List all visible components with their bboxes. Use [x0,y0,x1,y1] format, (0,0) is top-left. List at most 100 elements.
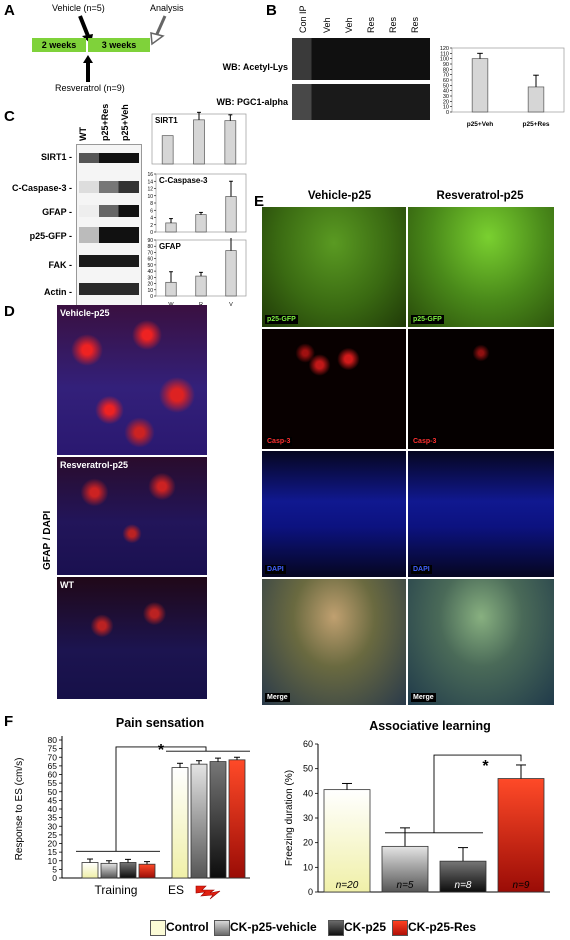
band-fak [79,255,139,267]
band-actin [79,283,139,295]
y-tick-label: 65 [48,761,58,771]
gfap-dapi-label: GFAP / DAPI [42,510,53,570]
y-tick-label: 100 [440,57,449,63]
y-tick-label: 70 [147,250,153,256]
panel-e: Vehicle-p25 Resveratrol-p25 p25-GFP p25-… [262,190,570,705]
legend-label: CK-p25-vehicle [230,920,317,934]
micro-grid-e: p25-GFP p25-GFP Casp-3 Casp-3 DAPI DAPI … [262,207,554,705]
y-tick-label: 8 [150,201,153,207]
y-tick-label: 14 [147,179,153,185]
y-tick-label: 4 [150,216,153,222]
row-label-c: GFAP - [42,207,72,217]
y-tick-label: 70 [48,752,58,762]
y-tick-label: 90 [443,62,449,68]
panel-d: GFAP / DAPI Vehicle-p25 Resveratrol-p25 … [0,305,250,700]
micro-d-vehicle: Vehicle-p25 [57,305,207,455]
x-tick-label: ES [168,883,184,897]
lane-label-c: p25+Veh [120,104,130,141]
y-tick-label: 0 [150,230,153,236]
significance-star: * [482,758,489,775]
chart-c-sirt1: SIRT1 [151,111,247,165]
bar [497,778,545,893]
panel-b: Con IP Veh Veh Res Res Res WB: Acetyl-Ly… [216,0,570,128]
blot-acetyl-lys [292,38,430,80]
micro-label-e: Casp-3 [411,437,439,446]
y-axis-label: Response to ES (cm/s) [14,758,25,861]
y-tick-label: 10 [147,288,153,294]
bar [195,275,207,297]
y-tick-label: 30 [443,94,449,100]
panel-label-e: E [254,193,265,210]
lane-label-b: Res [410,16,420,33]
legend-swatch [150,920,166,936]
col-label-e: Vehicle-p25 [307,190,372,202]
x-tick-label: V [229,302,233,308]
y-tick-label: 80 [443,67,449,73]
band-gfap [79,205,139,217]
y-tick-label: 40 [443,89,449,95]
y-tick-label: 75 [48,744,58,754]
analysis-label: Analysis [150,3,184,13]
bar [119,862,137,879]
y-tick-label: 6 [150,208,153,214]
plot-frame [451,47,565,113]
y-tick-label: 60 [303,739,313,749]
y-tick-label: 60 [48,770,58,780]
y-tick-label: 10 [147,194,153,200]
chart-f-pain: Pain sensation 05101520253035404550556065… [14,716,250,900]
panel-label-c: C [4,108,15,125]
x-tick-label: Training [95,883,138,897]
micro-e-merge-res: Merge [408,579,554,705]
micro-d-resveratrol: Resveratrol-p25 [57,457,207,575]
y-tick-label: 20 [443,99,449,105]
legend: Control CK-p25-vehicle CK-p25 CK-p25-Res [150,918,570,936]
legend-label: CK-p25 [344,920,387,934]
y-tick-label: 10 [443,105,449,111]
band-p25gfp [79,227,139,243]
y-tick-label: 40 [303,788,313,798]
micro-label-e: p25-GFP [265,315,298,324]
bar [439,860,487,893]
n-label: n=8 [455,880,472,891]
bar [171,767,189,879]
y-tick-label: 50 [443,83,449,89]
bar [225,250,237,297]
micro-e-gfp-res: p25-GFP [408,207,554,327]
bar [100,862,118,879]
y-axis-label: Freezing duration (%) [284,770,295,866]
panel-label-d: D [4,303,15,320]
wb-acetyl-label: WB: Acetyl-Lys [222,62,288,72]
y-tick-label: 40 [147,269,153,275]
blot-pgc1-alpha [292,84,430,120]
panel-c: WT p25+Res p25+Veh SIRT1 - C-Caspase-3 -… [0,104,250,308]
y-tick-label: 40 [48,804,58,814]
panel-a-timeline: Vehicle (n=5) Analysis 2 weeks 3 weeks R… [0,0,250,100]
y-tick-label: 110 [440,51,449,57]
significance-bracket [115,746,207,852]
y-tick-label: 80 [147,244,153,250]
micro-e-merge-veh: Merge [262,579,406,705]
bar [195,214,207,233]
vehicle-label: Vehicle (n=5) [52,3,105,13]
y-tick-label: 2 [150,223,153,229]
y-tick-label: 25 [48,830,58,840]
bar [224,120,237,165]
y-tick-label: 60 [443,78,449,84]
y-tick-label: 80 [48,735,58,745]
col-label-e: Resveratrol-p25 [436,190,524,202]
weeks-3-box: 3 weeks [88,38,150,52]
row-label-c: C-Caspase-3 - [11,183,72,193]
micro-label-e: DAPI [265,565,286,574]
y-tick-label: 50 [303,764,313,774]
bar [138,863,156,879]
bar [323,789,371,893]
y-tick-label: 30 [48,821,58,831]
lane-label-b: Res [366,16,376,33]
micro-e-casp-veh: Casp-3 [262,329,406,449]
micro-label-e: Casp-3 [265,437,293,446]
wb-pgc1-label: WB: PGC1-alpha [216,97,288,107]
micro-label-e: p25-GFP [411,315,444,324]
legend-label: Control [166,920,209,934]
